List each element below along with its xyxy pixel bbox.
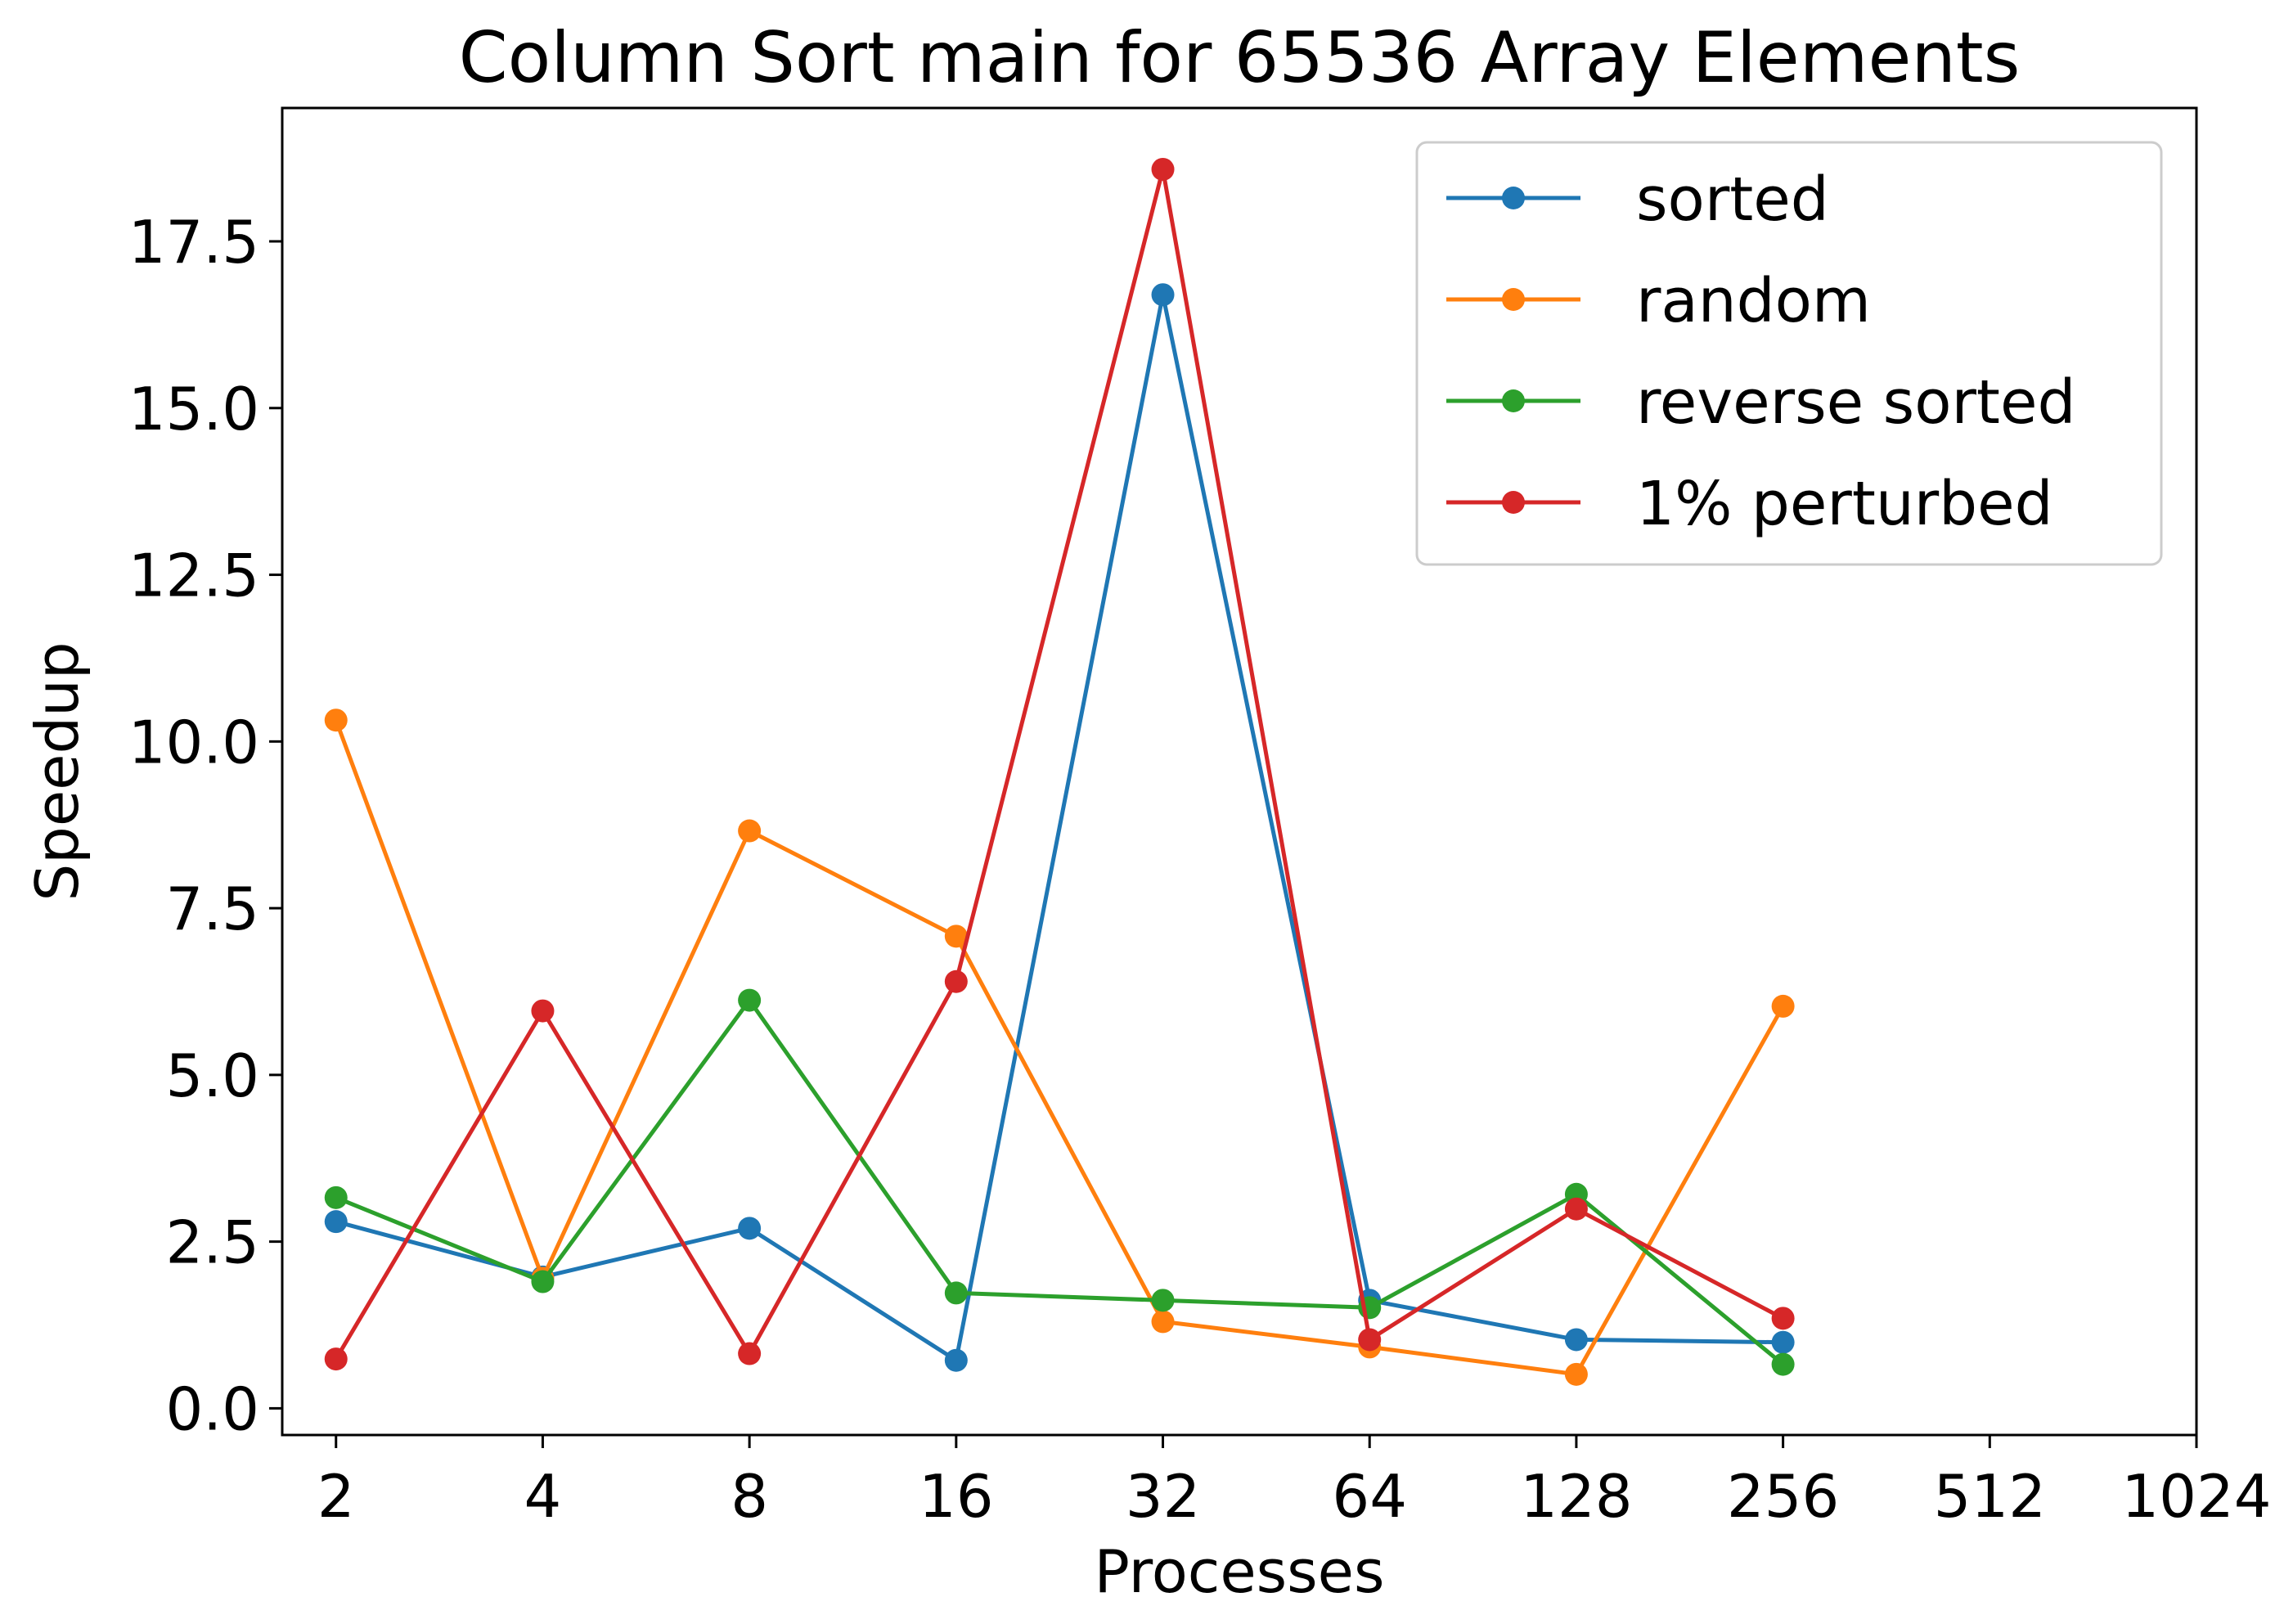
data-point-1-perturbed: [1358, 1328, 1382, 1352]
x-tick-label: 2: [317, 1462, 355, 1531]
data-point-reverse-sorted: [738, 988, 762, 1012]
y-tick-label: 12.5: [128, 542, 259, 610]
data-point-1-perturbed: [1771, 1307, 1795, 1330]
series-line-reverse-sorted: [335, 998, 1785, 1366]
data-point-sorted: [1151, 283, 1175, 307]
legend-label-random: random: [1636, 266, 1871, 336]
y-tick-label: 17.5: [128, 208, 259, 277]
x-tick-label: 64: [1332, 1462, 1407, 1531]
plot-frame: [281, 106, 2198, 1437]
data-point-1-perturbed: [1564, 1197, 1588, 1221]
y-tick-label: 10.0: [128, 708, 259, 776]
data-point-sorted: [1771, 1330, 1795, 1354]
data-point-random: [1151, 1310, 1175, 1334]
data-point-random: [1564, 1362, 1588, 1386]
legend-label-sorted: sorted: [1636, 164, 1829, 235]
series-line-random: [334, 719, 1785, 1377]
x-axis-label: Processes: [1095, 1537, 1385, 1606]
x-tick-label: 8: [731, 1462, 768, 1531]
data-point-random: [1771, 994, 1795, 1018]
legend-marker-sorted: [1502, 187, 1525, 209]
x-tick-label: 128: [1520, 1462, 1632, 1531]
data-point-reverse-sorted: [1771, 1352, 1795, 1376]
y-tick-label: 5.0: [165, 1041, 259, 1110]
data-point-1-perturbed: [1151, 157, 1175, 181]
data-point-1-perturbed: [944, 969, 968, 993]
data-point-1-perturbed: [531, 999, 555, 1023]
y-tick-label: 15.0: [128, 375, 259, 443]
y-tick-label: 0.0: [165, 1374, 259, 1443]
legend-label-1-perturbed: 1% perturbed: [1636, 469, 2053, 539]
data-point-reverse-sorted: [944, 1281, 968, 1305]
x-axis: 2 4 8 16 32 64 128 256 512 1024: [317, 1435, 2272, 1531]
y-axis: 0.0 2.5 5.0 7.5 10.0 12.5 15.0 17.5: [128, 208, 282, 1443]
data-point-sorted: [738, 1217, 762, 1240]
data-point-random: [324, 709, 348, 732]
x-tick-label: 4: [524, 1462, 562, 1531]
data-point-random: [738, 819, 762, 843]
x-tick-label: 256: [1727, 1462, 1839, 1531]
series-layer: [324, 157, 1795, 1386]
chart-title: Column Sort main for 65536 Array Element…: [459, 17, 2021, 99]
legend-marker-1-perturbed: [1502, 491, 1525, 514]
series-line-sorted: [335, 292, 1783, 1363]
data-point-1-perturbed: [738, 1342, 762, 1365]
data-point-sorted: [1564, 1328, 1588, 1352]
y-tick-label: 2.5: [165, 1208, 259, 1277]
series-1-perturbed: [324, 157, 1795, 1371]
y-tick-label: 7.5: [165, 875, 259, 943]
data-point-random: [944, 924, 968, 948]
legend: sorted random reverse sorted 1% perturbed: [1415, 141, 2163, 566]
x-tick-label: 32: [1126, 1462, 1201, 1531]
x-tick-label: 512: [1934, 1462, 2046, 1531]
series-line-1-perturbed: [334, 167, 1784, 1361]
legend-marker-random: [1502, 288, 1525, 311]
data-point-sorted: [324, 1210, 348, 1234]
data-point-reverse-sorted: [324, 1185, 348, 1209]
series-reverse-sorted: [324, 988, 1795, 1376]
data-point-1-perturbed: [324, 1347, 348, 1371]
x-tick-label: 1024: [2121, 1462, 2271, 1531]
legend-label-reverse-sorted: reverse sorted: [1636, 367, 2075, 438]
x-tick-label: 16: [919, 1462, 994, 1531]
series-random: [324, 709, 1795, 1386]
legend-box: [1415, 141, 2163, 566]
data-point-reverse-sorted: [1151, 1289, 1175, 1312]
data-point-reverse-sorted: [531, 1270, 555, 1293]
y-axis-label: Speedup: [23, 641, 92, 901]
legend-marker-reverse-sorted: [1502, 389, 1525, 412]
data-point-sorted: [944, 1348, 968, 1372]
